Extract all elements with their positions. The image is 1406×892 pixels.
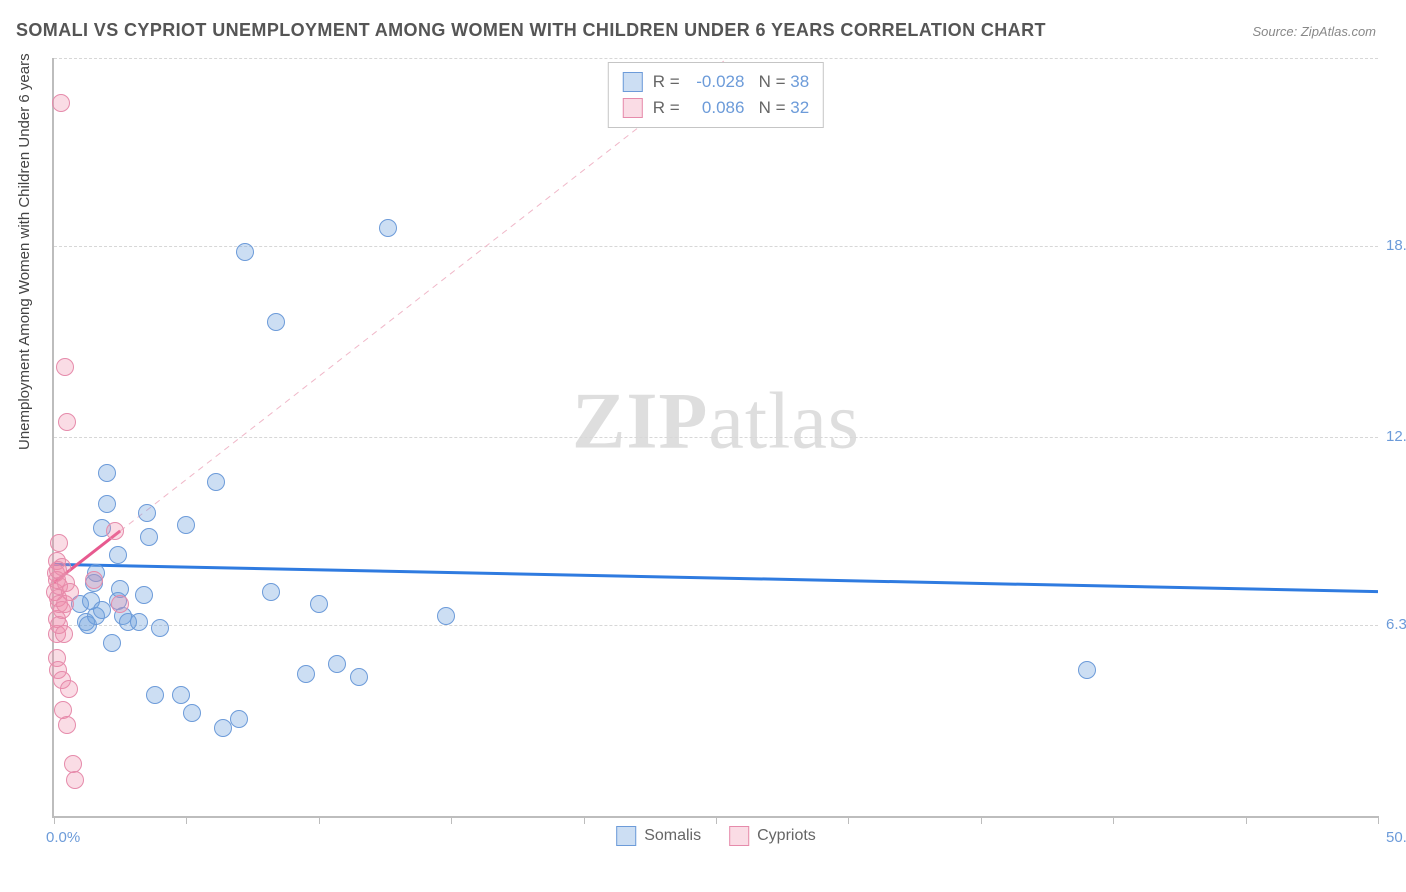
x-tick-label: 0.0%: [46, 829, 80, 846]
cypriots-point: [60, 680, 78, 698]
somalis-point: [130, 613, 148, 631]
stats-legend-row: R = 0.086 N = 32: [623, 95, 809, 121]
cypriots-point: [66, 771, 84, 789]
series-legend: Somalis Cypriots: [616, 818, 816, 846]
legend-swatch: [729, 826, 749, 846]
cypriots-point: [111, 595, 129, 613]
somalis-point: [98, 464, 116, 482]
somalis-point: [267, 313, 285, 331]
somalis-point: [103, 634, 121, 652]
somalis-point: [140, 528, 158, 546]
somalis-point: [310, 595, 328, 613]
cypriots-point: [58, 716, 76, 734]
legend-label: Cypriots: [757, 827, 816, 845]
y-tick-label: 18.8%: [1386, 237, 1406, 254]
somalis-point: [262, 583, 280, 601]
cypriots-point: [56, 358, 74, 376]
cypriots-point: [106, 522, 124, 540]
somalis-point: [109, 546, 127, 564]
y-tick-label: 6.3%: [1386, 616, 1406, 633]
y-axis-label: Unemployment Among Women with Children U…: [16, 53, 33, 450]
somalis-point: [328, 655, 346, 673]
somalis-point: [214, 719, 232, 737]
somalis-point: [379, 219, 397, 237]
somalis-point: [138, 504, 156, 522]
somalis-point: [1078, 661, 1096, 679]
somalis-point: [207, 473, 225, 491]
cypriots-point: [50, 534, 68, 552]
plot-area: ZIPatlas 0.0%50.0% 6.3%12.5%18.8% R = -0…: [52, 58, 1378, 818]
somalis-point: [98, 495, 116, 513]
stats-legend: R = -0.028 N = 38R = 0.086 N = 32: [608, 62, 824, 128]
cypriots-point: [61, 583, 79, 601]
cypriots-point: [52, 94, 70, 112]
legend-swatch: [616, 826, 636, 846]
chart-title: SOMALI VS CYPRIOT UNEMPLOYMENT AMONG WOM…: [16, 20, 1046, 41]
somalis-point: [172, 686, 190, 704]
series-legend-item: Somalis: [616, 826, 701, 846]
cypriots-point: [58, 413, 76, 431]
somalis-point: [135, 586, 153, 604]
cypriots-point: [55, 625, 73, 643]
somalis-point: [151, 619, 169, 637]
legend-label: Somalis: [644, 827, 701, 845]
somalis-point: [297, 665, 315, 683]
somalis-point: [350, 668, 368, 686]
legend-swatch: [623, 72, 643, 92]
somalis-point: [146, 686, 164, 704]
somalis-point: [230, 710, 248, 728]
somalis-point: [177, 516, 195, 534]
somalis-point: [437, 607, 455, 625]
x-tick-label: 50.0%: [1386, 829, 1406, 846]
somalis-point: [236, 243, 254, 261]
data-points: [54, 58, 1378, 816]
series-legend-item: Cypriots: [729, 826, 816, 846]
cypriots-point: [85, 571, 103, 589]
stats-legend-row: R = -0.028 N = 38: [623, 69, 809, 95]
source-attribution: Source: ZipAtlas.com: [1252, 24, 1376, 39]
somalis-point: [183, 704, 201, 722]
somalis-point: [93, 601, 111, 619]
legend-swatch: [623, 98, 643, 118]
y-tick-label: 12.5%: [1386, 428, 1406, 445]
